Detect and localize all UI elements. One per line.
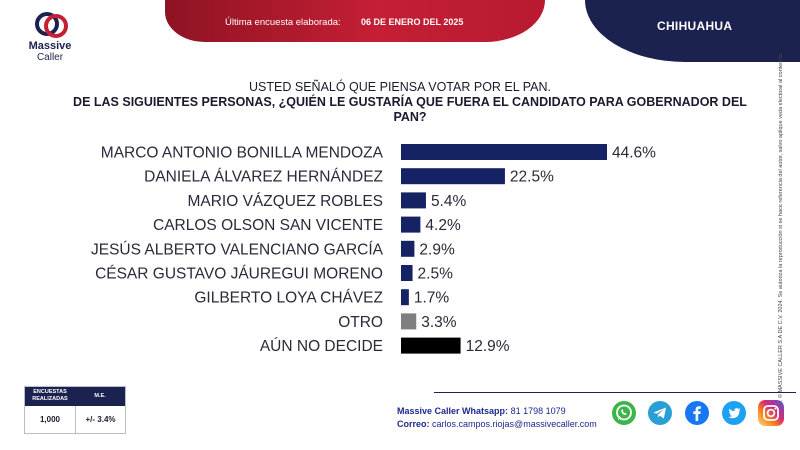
stats-value-margin: +/- 3.4%: [75, 406, 125, 433]
value-label: 5.4%: [431, 193, 467, 210]
twitter-icon[interactable]: [721, 400, 747, 426]
telegram-icon[interactable]: [647, 400, 673, 426]
email-address[interactable]: carlos.campos.riojas@massivecaller.com: [432, 419, 597, 429]
bar: [401, 216, 421, 233]
logo-mark-icon: [35, 12, 68, 38]
category-label: CÉSAR GUSTAVO JÁUREGUI MORENO: [95, 266, 383, 283]
stats-table: ENCUESTAS REALIZADAS M.E. 1,000 +/- 3.4%: [24, 386, 126, 434]
value-label: 22.5%: [510, 169, 554, 186]
category-label: JESÚS ALBERTO VALENCIANO GARCÍA: [91, 241, 384, 258]
email-label: Correo:: [397, 419, 430, 429]
value-label: 2.5%: [418, 266, 454, 283]
whatsapp-contact: Massive Caller Whatsapp: 81 1798 1079: [397, 406, 566, 416]
bar: [401, 337, 461, 354]
category-label: GILBERTO LOYA CHÁVEZ: [194, 290, 383, 307]
question-intro: USTED SEÑALÓ QUE PIENSA VOTAR POR EL PAN…: [249, 80, 551, 94]
whatsapp-number[interactable]: 81 1798 1079: [510, 406, 566, 416]
category-label: MARIO VÁZQUEZ ROBLES: [187, 193, 383, 210]
logo-text-caller: Caller: [36, 52, 64, 63]
whatsapp-icon[interactable]: [611, 400, 637, 426]
copyright-text: D.R. © MASSIVE CALLER S.A DE C.V. 2024. …: [778, 53, 784, 411]
survey-date-label: Última encuesta elaborada:: [225, 17, 341, 28]
bar: [401, 168, 505, 185]
value-label: 1.7%: [414, 290, 450, 307]
whatsapp-label: Massive Caller Whatsapp:: [397, 406, 509, 416]
bar: [401, 240, 415, 257]
footer-divider: [434, 392, 796, 393]
category-label: AÚN NO DECIDE: [260, 338, 383, 355]
value-label: 3.3%: [421, 314, 457, 331]
social-icons: [611, 400, 786, 430]
bar: [401, 144, 607, 160]
stats-header-margin: M.E.: [75, 387, 125, 406]
facebook-icon[interactable]: [684, 400, 710, 426]
bar: [401, 289, 409, 306]
survey-date: 06 DE ENERO DEL 2025: [361, 17, 464, 27]
value-label: 12.9%: [466, 338, 510, 355]
stats-value-surveys: 1,000: [39, 415, 61, 424]
question-title: DE LAS SIGUIENTES PERSONAS, ¿QUIÉN LE GU…: [73, 95, 747, 124]
category-label: MARCO ANTONIO BONILLA MENDOZA: [101, 145, 384, 162]
bar: [401, 192, 426, 209]
bar: [401, 313, 417, 330]
instagram-icon[interactable]: [758, 400, 784, 426]
email-contact: Correo: carlos.campos.riojas@massivecall…: [397, 419, 597, 429]
logo-text-massive: Massive: [28, 40, 72, 52]
value-label: 44.6%: [612, 145, 656, 162]
copyright-note: D.R. © MASSIVE CALLER S.A DE C.V. 2024. …: [776, 53, 786, 410]
bar: [401, 265, 413, 281]
logo: Massive Caller: [14, 8, 86, 64]
category-label: CARLOS OLSON SAN VICENTE: [153, 217, 383, 234]
value-label: 2.9%: [419, 241, 455, 258]
state-name: CHIHUAHUA: [657, 19, 733, 33]
header-date-banner: Última encuesta elaborada: 06 DE ENERO D…: [165, 0, 545, 42]
category-label: DANIELA ÁLVAREZ HERNÁNDEZ: [144, 169, 383, 186]
category-label: OTRO: [338, 314, 383, 331]
value-label: 4.2%: [425, 217, 461, 234]
stats-header-surveys: ENCUESTAS REALIZADAS: [25, 387, 75, 406]
